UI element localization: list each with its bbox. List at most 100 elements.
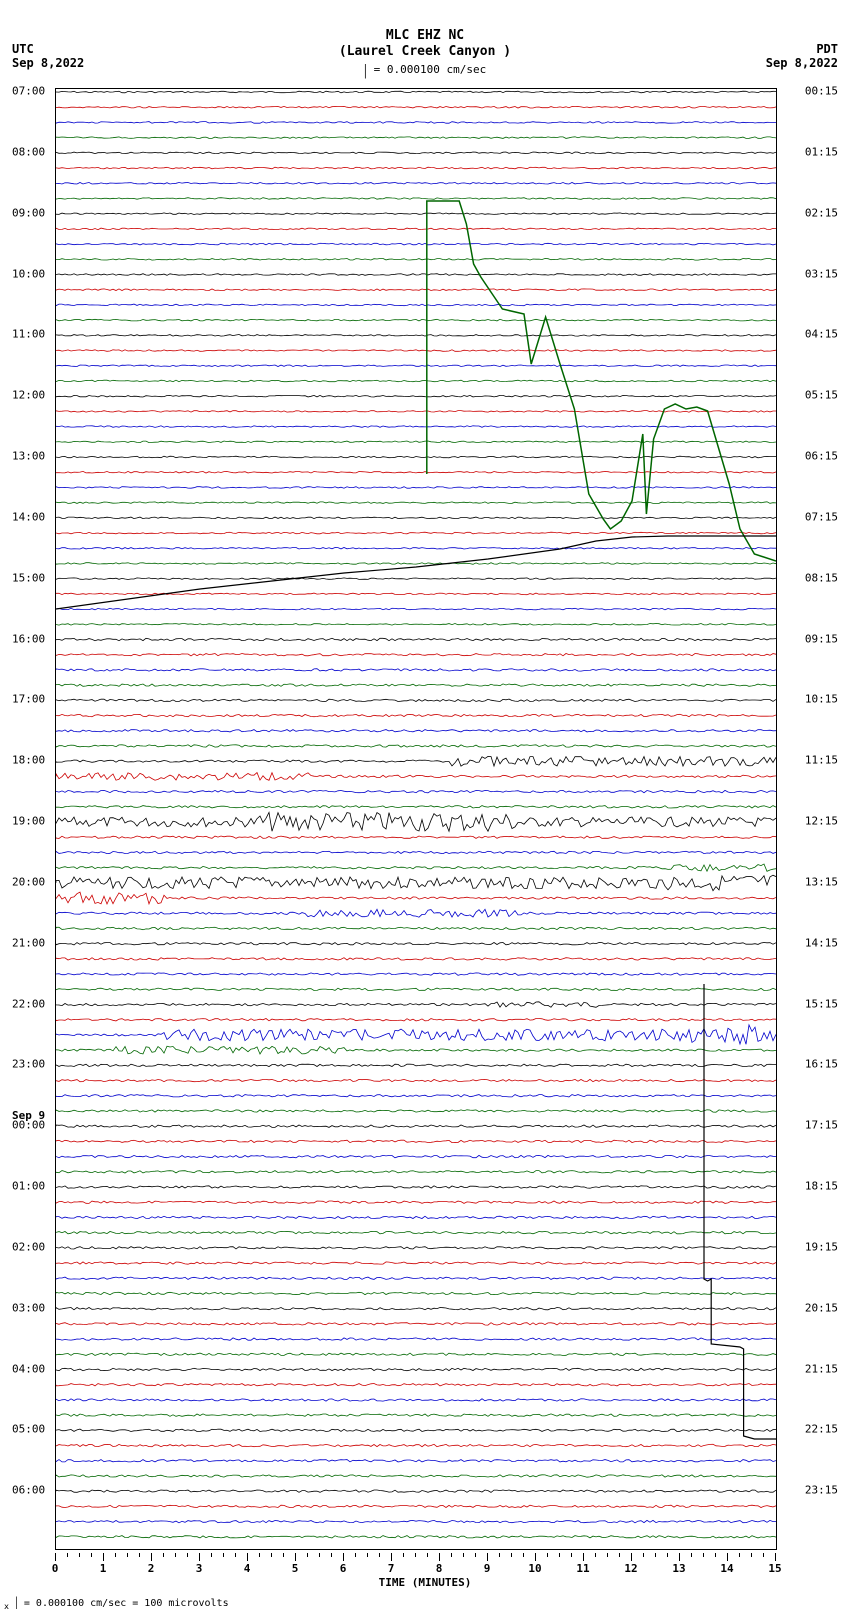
x-tick-minor — [163, 1553, 164, 1557]
x-tick-minor — [499, 1553, 500, 1557]
y-label-right: 05:15 — [805, 389, 838, 402]
x-tick-minor — [751, 1553, 752, 1557]
x-label: 10 — [528, 1562, 541, 1575]
x-tick — [631, 1553, 632, 1561]
x-tick-minor — [115, 1553, 116, 1557]
x-label: 4 — [244, 1562, 251, 1575]
x-label: 12 — [624, 1562, 637, 1575]
x-label: 5 — [292, 1562, 299, 1575]
x-tick-minor — [463, 1553, 464, 1557]
x-tick — [775, 1553, 776, 1561]
x-tick-minor — [127, 1553, 128, 1557]
y-label-right: 08:15 — [805, 571, 838, 584]
x-tick-minor — [403, 1553, 404, 1557]
x-tick-minor — [763, 1553, 764, 1557]
x-tick — [199, 1553, 200, 1561]
x-tick-minor — [367, 1553, 368, 1557]
y-label-left: 07:00 — [12, 85, 45, 98]
y-label-right: 15:15 — [805, 997, 838, 1010]
footer-scale: x | = 0.000100 cm/sec = 100 microvolts — [4, 1595, 229, 1611]
x-tick-minor — [739, 1553, 740, 1557]
x-tick — [247, 1553, 248, 1561]
y-label-right: 09:15 — [805, 632, 838, 645]
y-label-left: 02:00 — [12, 1240, 45, 1253]
x-tick — [151, 1553, 152, 1561]
y-label-left: 01:00 — [12, 1180, 45, 1193]
y-label-right: 22:15 — [805, 1423, 838, 1436]
x-tick — [103, 1553, 104, 1561]
x-tick-minor — [139, 1553, 140, 1557]
y-label-left: 05:00 — [12, 1423, 45, 1436]
x-tick — [439, 1553, 440, 1561]
x-tick-minor — [523, 1553, 524, 1557]
y-label-right: 01:15 — [805, 145, 838, 158]
y-label-left: 11:00 — [12, 328, 45, 341]
x-tick-minor — [451, 1553, 452, 1557]
y-label-left: 21:00 — [12, 936, 45, 949]
y-label-left: 16:00 — [12, 632, 45, 645]
y-label-right: 14:15 — [805, 936, 838, 949]
x-tick-minor — [643, 1553, 644, 1557]
x-tick-minor — [235, 1553, 236, 1557]
y-label-left: 20:00 — [12, 875, 45, 888]
x-label: 0 — [52, 1562, 59, 1575]
x-tick — [583, 1553, 584, 1561]
x-tick-minor — [175, 1553, 176, 1557]
y-label-right: 00:15 — [805, 85, 838, 98]
y-label-right: 12:15 — [805, 815, 838, 828]
x-tick — [727, 1553, 728, 1561]
x-tick-minor — [259, 1553, 260, 1557]
y-label-left: 04:00 — [12, 1362, 45, 1375]
x-tick-minor — [559, 1553, 560, 1557]
x-tick-minor — [595, 1553, 596, 1557]
x-tick-minor — [703, 1553, 704, 1557]
x-tick-minor — [79, 1553, 80, 1557]
x-tick-minor — [187, 1553, 188, 1557]
x-tick-minor — [379, 1553, 380, 1557]
x-label: 8 — [436, 1562, 443, 1575]
y-label-left: 17:00 — [12, 693, 45, 706]
x-tick-minor — [223, 1553, 224, 1557]
x-label: 11 — [576, 1562, 589, 1575]
timezone-right: PDT — [816, 42, 838, 56]
x-label: 7 — [388, 1562, 395, 1575]
y-label-right: 20:15 — [805, 1301, 838, 1314]
y-label-left: 19:00 — [12, 815, 45, 828]
y-label-right: 19:15 — [805, 1240, 838, 1253]
plot-area — [55, 88, 777, 1550]
y-label-left: 18:00 — [12, 754, 45, 767]
y-label-left: 03:00 — [12, 1301, 45, 1314]
y-label-right: 23:15 — [805, 1484, 838, 1497]
x-tick-minor — [307, 1553, 308, 1557]
seismogram-container: MLC EHZ NC (Laurel Creek Canyon ) | = 0.… — [0, 0, 850, 1613]
y-label-left: 15:00 — [12, 571, 45, 584]
x-tick-minor — [211, 1553, 212, 1557]
x-tick-minor — [619, 1553, 620, 1557]
x-tick-minor — [283, 1553, 284, 1557]
x-tick-minor — [91, 1553, 92, 1557]
seismogram-svg — [56, 89, 776, 1549]
y-label-left: 08:00 — [12, 145, 45, 158]
x-tick-minor — [427, 1553, 428, 1557]
y-label-right: 13:15 — [805, 875, 838, 888]
x-tick — [55, 1553, 56, 1561]
x-tick-minor — [655, 1553, 656, 1557]
x-tick — [487, 1553, 488, 1561]
y-label-right: 10:15 — [805, 693, 838, 706]
x-tick-minor — [547, 1553, 548, 1557]
y-label-right: 04:15 — [805, 328, 838, 341]
station-subtitle: (Laurel Creek Canyon ) — [0, 44, 850, 59]
x-tick-minor — [319, 1553, 320, 1557]
y-label-left: 00:00 — [12, 1119, 45, 1132]
station-title: MLC EHZ NC — [0, 28, 850, 43]
y-label-right: 02:15 — [805, 206, 838, 219]
x-tick-minor — [475, 1553, 476, 1557]
y-label-left: 09:00 — [12, 206, 45, 219]
x-label: 14 — [720, 1562, 733, 1575]
x-tick-minor — [271, 1553, 272, 1557]
x-label: 15 — [768, 1562, 781, 1575]
date-left: Sep 8,2022 — [12, 56, 84, 70]
y-label-left: 22:00 — [12, 997, 45, 1010]
x-tick-minor — [331, 1553, 332, 1557]
date-right: Sep 8,2022 — [766, 56, 838, 70]
